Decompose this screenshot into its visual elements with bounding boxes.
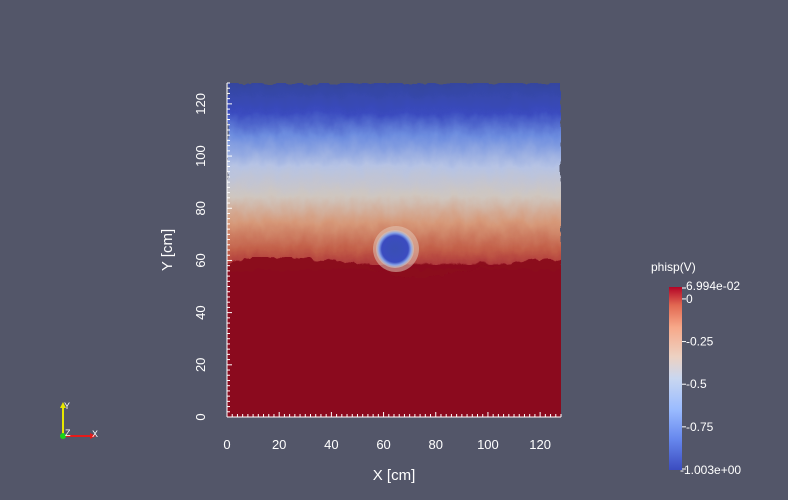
y-tick-label: 20	[193, 358, 208, 372]
orientation-z-axis	[60, 433, 66, 439]
y-tick-label: 0	[193, 413, 208, 420]
colorbar-ticks: 0 -0.25 -0.5 -0.75	[682, 292, 714, 434]
x-tick-label: 80	[429, 437, 443, 452]
colorbar-tick-label: -0.75	[686, 420, 714, 434]
x-tick-label: 100	[477, 437, 499, 452]
orientation-axes-widget: Y Z X	[60, 401, 98, 439]
y-tick-label: 80	[193, 201, 208, 215]
y-tick-label: 100	[193, 145, 208, 167]
x-axis-title: X [cm]	[373, 467, 416, 484]
x-tick-label: 120	[529, 437, 551, 452]
y-minor-ticks	[227, 82, 232, 418]
y-tick-labels: 0 20 40 60 80 100 120	[193, 93, 208, 421]
orientation-x-label: X	[92, 429, 98, 439]
field-image	[227, 83, 561, 417]
y-axis-title: Y [cm]	[159, 229, 176, 271]
orientation-y-label: Y	[64, 401, 70, 411]
plot-axes: 0 20 40 60 80 100 120 0 20 40 60 80 100 120 X [cm] Y…	[159, 82, 562, 484]
y-tick-label: 120	[193, 93, 208, 115]
x-tick-label: 20	[272, 437, 286, 452]
x-tick-labels: 0 20 40 60 80 100 120	[223, 437, 551, 452]
colorbar-title: phisp(V)	[651, 260, 696, 274]
sphere-region	[376, 230, 414, 268]
x-minor-ticks	[226, 412, 562, 417]
orientation-z-label: Z	[65, 428, 71, 438]
colorbar-min-label: -1.003e+00	[680, 463, 741, 477]
colorbar-gradient	[669, 287, 682, 470]
x-tick-label: 0	[223, 437, 230, 452]
colorbar-tick-label: -0.25	[686, 335, 714, 349]
y-tick-label: 40	[193, 305, 208, 319]
colorbar-tick-label: 0	[686, 292, 693, 306]
colorbar-tick-label: -0.5	[686, 377, 707, 391]
y-tick-label: 60	[193, 253, 208, 267]
x-tick-label: 40	[324, 437, 338, 452]
colorbar-max-label: 6.994e-02	[686, 279, 740, 293]
x-tick-label: 60	[376, 437, 390, 452]
color-legend: phisp(V) 6.994e-02 -1.003e+00 0 -0.25 -0.5…	[651, 260, 741, 477]
